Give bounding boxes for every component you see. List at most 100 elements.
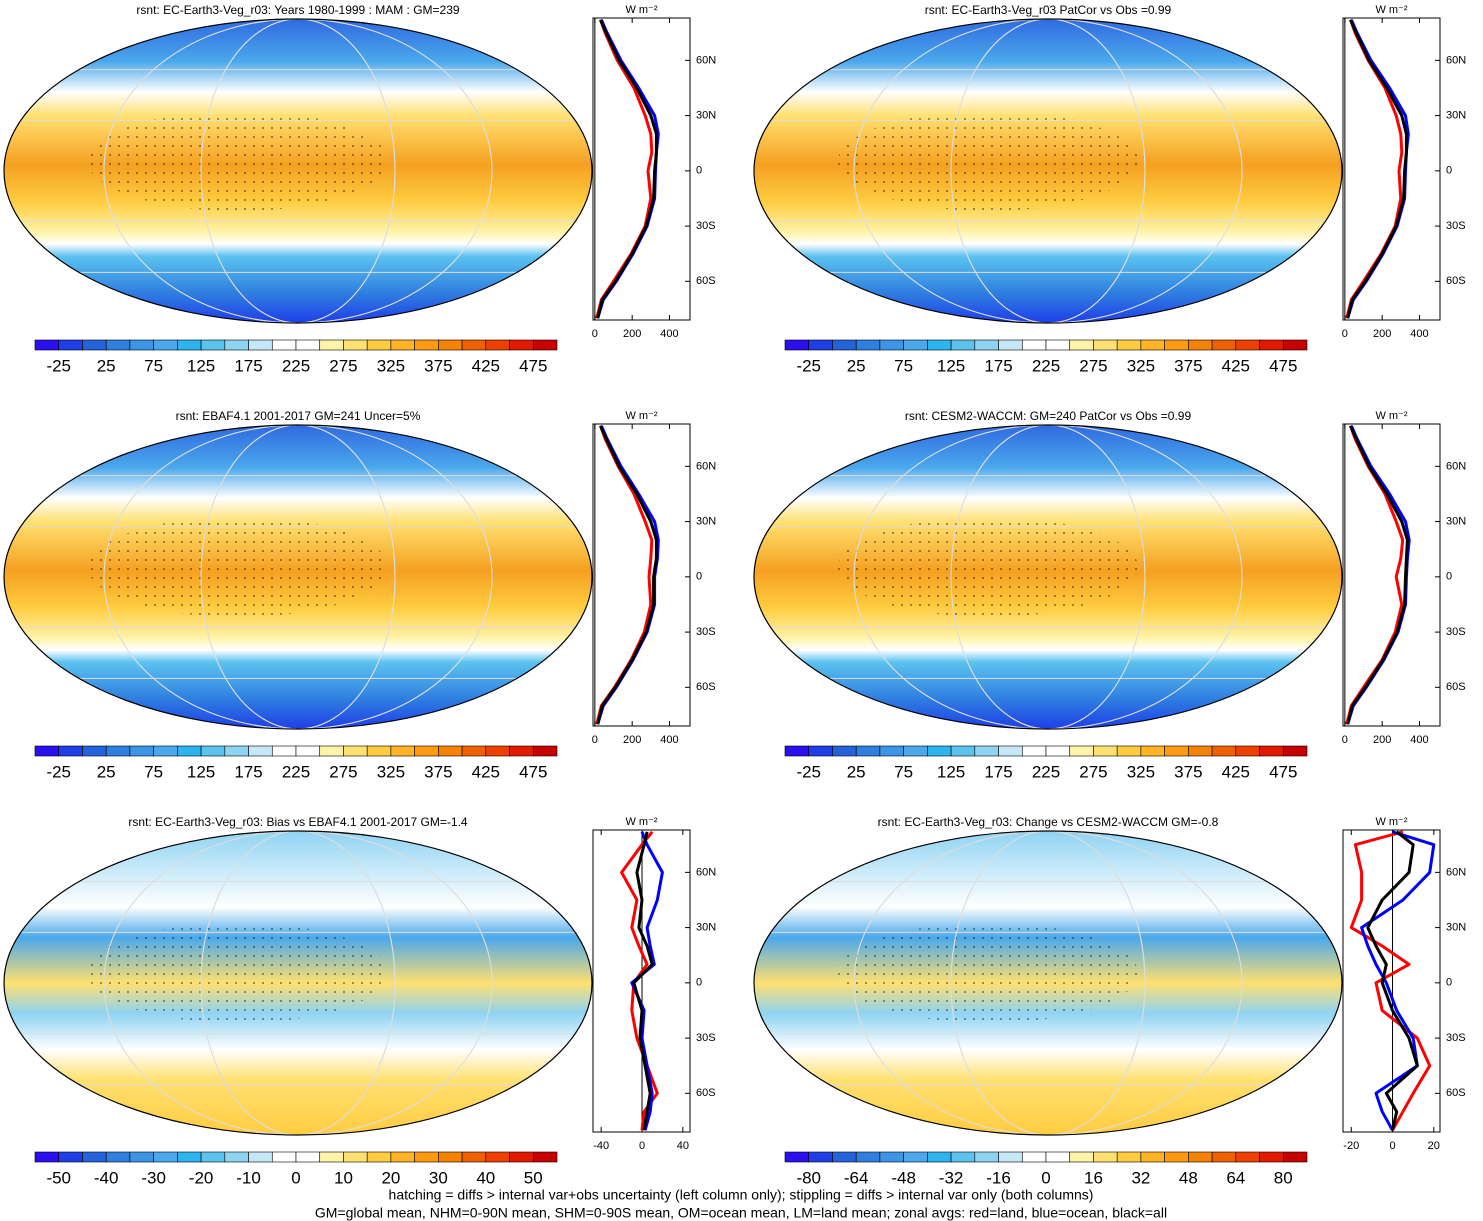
colorbar-label: 375 (424, 762, 452, 781)
colorbar-label: 325 (1127, 356, 1155, 375)
units-label: W m⁻² (1375, 816, 1407, 828)
y-tick-label: 0 (1446, 571, 1452, 583)
colorbar-label: 325 (377, 762, 405, 781)
colorbar-box (271, 1151, 297, 1163)
colorbar-label: 25 (847, 356, 866, 375)
colorbar-label: 75 (894, 762, 913, 781)
stippling (88, 923, 388, 1023)
colorbar-label: 50 (524, 1168, 543, 1187)
colorbar-box (1116, 339, 1142, 351)
colorbar-label: 75 (144, 762, 163, 781)
colorbar-box (532, 745, 558, 757)
colorbar-box (485, 339, 510, 351)
colorbar-label: -10 (236, 1168, 261, 1187)
colorbar-label: 20 (381, 1168, 400, 1187)
colorbar-box (832, 339, 857, 351)
colorbar-label: -30 (141, 1168, 166, 1187)
colorbar-box (34, 745, 60, 757)
colorbar-box (177, 745, 202, 757)
colorbar-box (808, 1151, 833, 1163)
colorbar-box (438, 1151, 463, 1163)
colorbar-box (1116, 745, 1142, 757)
colorbar-label: 175 (984, 762, 1012, 781)
colorbar-label: 275 (329, 762, 357, 781)
colorbar-box (319, 1151, 344, 1163)
y-tick-label: 30N (1446, 922, 1466, 934)
colorbar-box (58, 339, 83, 351)
colorbar-box (1164, 339, 1189, 351)
colorbar-box (1235, 745, 1260, 757)
colorbar-label: -25 (796, 762, 821, 781)
colorbar-box (1211, 745, 1237, 757)
colorbar-box (1069, 745, 1094, 757)
colorbar-box (927, 339, 952, 351)
y-tick-label: 60N (1446, 460, 1466, 472)
colorbar-box (532, 339, 558, 351)
stippling (88, 517, 388, 617)
colorbar-box (1093, 339, 1118, 351)
colorbar-label: 425 (472, 356, 500, 375)
colorbar-label: 25 (847, 762, 866, 781)
y-tick-label: 60S (1446, 275, 1466, 287)
y-tick-label: 30N (1446, 516, 1466, 528)
colorbar-label: 475 (519, 356, 547, 375)
colorbar-box (1093, 745, 1118, 757)
colorbar-label: -32 (939, 1168, 964, 1187)
colorbar-label: 30 (429, 1168, 448, 1187)
colorbar-box (974, 745, 999, 757)
colorbar-box (177, 339, 202, 351)
colorbar-label: 75 (894, 356, 913, 375)
colorbar-box (414, 745, 439, 757)
map-border (753, 830, 1343, 1136)
colorbar-label: 475 (1269, 762, 1297, 781)
colorbar-label: -48 (891, 1168, 916, 1187)
colorbar-box (271, 745, 297, 757)
map-title: rsnt: EC-Earth3-Veg_r03 PatCor vs Obs =0… (925, 3, 1172, 17)
y-tick-label: 30S (696, 1032, 716, 1044)
colorbar-label: 125 (937, 762, 965, 781)
colorbar-label: -64 (844, 1168, 869, 1187)
colorbar-box (153, 1151, 178, 1163)
colorbar-label: 125 (187, 762, 215, 781)
colorbar-box (1021, 745, 1047, 757)
map-title: rsnt: EBAF4.1 2001-2017 GM=241 Uncer=5% (176, 409, 421, 423)
colorbar-box (879, 1151, 904, 1163)
colorbar-label: 0 (291, 1168, 300, 1187)
y-tick-label: 0 (696, 571, 702, 583)
colorbar-box (248, 1151, 273, 1163)
colorbar-box (224, 339, 249, 351)
colorbar-box (485, 1151, 510, 1163)
colorbar-box (58, 745, 83, 757)
colorbar-label: 225 (1032, 356, 1060, 375)
y-tick-label: 60N (696, 460, 716, 472)
colorbar-box (461, 745, 487, 757)
colorbar-box (509, 339, 534, 351)
colorbar-box (438, 745, 463, 757)
stippling (838, 517, 1138, 617)
colorbar-box (58, 1151, 83, 1163)
map-border (3, 424, 593, 730)
map-title: rsnt: EC-Earth3-Veg_r03: Years 1980-1999… (136, 3, 460, 17)
y-tick-label: 0 (696, 977, 702, 989)
colorbar-box (1164, 1151, 1189, 1163)
colorbar-box (927, 745, 952, 757)
colorbar-box (319, 745, 344, 757)
colorbar-label: 16 (1084, 1168, 1103, 1187)
units-label: W m⁻² (1375, 410, 1407, 422)
colorbar-box (224, 1151, 249, 1163)
colorbar-box (1282, 339, 1308, 351)
colorbar-label: 275 (1079, 762, 1107, 781)
y-tick-label: 60S (696, 1087, 716, 1099)
colorbar-label: 375 (1174, 762, 1202, 781)
colorbar-box (1045, 339, 1071, 351)
map-title: rsnt: EC-Earth3-Veg_r03: Change vs CESM2… (878, 815, 1219, 829)
colorbar-box (927, 1151, 952, 1163)
colorbar-label: 475 (1269, 356, 1297, 375)
colorbar-box (319, 339, 344, 351)
units-label: W m⁻² (1375, 4, 1407, 16)
colorbar-label: 32 (1131, 1168, 1150, 1187)
x-tick-label: 200 (1373, 734, 1391, 746)
colorbar-box (343, 1151, 368, 1163)
colorbar-box (1021, 339, 1047, 351)
y-tick-label: 60S (1446, 681, 1466, 693)
